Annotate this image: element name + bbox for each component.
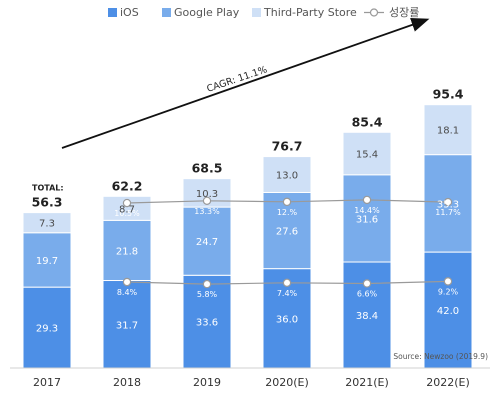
total-label-2019: 68.5: [192, 161, 223, 176]
growth-label-ios-2019: 5.8%: [197, 290, 218, 299]
growth-marker-ios-2022-e: [443, 277, 453, 286]
bars-group: [22, 104, 473, 369]
x-tick-2020-e: 2020(E): [265, 376, 309, 389]
bar-google-play-2018: [102, 219, 152, 282]
total-label-2020-e: 76.7: [272, 139, 303, 154]
growth-marker-ios-2020-e: [282, 278, 292, 288]
total-tag: TOTAL:: [32, 184, 64, 193]
value-label-google-play-2021-e: 31.6: [356, 214, 378, 225]
value-label-ios-2020-e: 36.0: [276, 314, 298, 325]
bar-third-party-store-2021-e: [342, 131, 392, 176]
growth-marker-google-play-2021-e: [362, 195, 372, 205]
cagr-arrow: [61, 17, 430, 149]
total-label-2021-e: 85.4: [352, 114, 383, 129]
value-label-ios-2022-e: 42.0: [437, 306, 459, 317]
value-label-google-play-2022-e: 35.3: [437, 199, 459, 210]
legend-growth-marker: [369, 8, 379, 17]
x-tick-2021-e: 2021(E): [345, 376, 389, 389]
growth-label-google-play-2019: 13.3%: [194, 207, 220, 216]
source-note: Source: Newzoo (2019.9): [393, 352, 488, 361]
growth-label-google-play-2022-e: 11.7%: [435, 208, 461, 217]
labels-group: 29.3 19.7 7.3 56.3 TOTAL: 2017 31.7 21.8 8.7 62.2…: [32, 87, 470, 389]
bar-third-party-store-2022-e: [423, 104, 473, 156]
total-label-2018: 62.2: [112, 178, 143, 193]
legend-swatch-google-play: [162, 8, 171, 17]
bar-third-party-store-2020-e: [262, 156, 312, 193]
value-label-google-play-2018: 21.8: [116, 246, 138, 257]
bar-ios-2017: [22, 286, 72, 369]
growth-label-ios-2020-e: 7.4%: [277, 289, 298, 298]
legend-label-third-party-store: Third-Party Store: [263, 6, 357, 19]
growth-marker-ios-2019: [202, 279, 212, 289]
x-tick-2022-e: 2022(E): [426, 376, 470, 389]
value-label-third-party-store-2017: 7.3: [39, 219, 55, 230]
total-label-2022-e: 95.4: [433, 87, 464, 102]
legend-label-ios: iOS: [120, 6, 139, 19]
bar-ios-2018: [102, 280, 152, 369]
value-label-third-party-store-2018: 8.7: [119, 204, 135, 215]
total-label-2017: 56.3: [32, 195, 63, 210]
x-tick-2017: 2017: [33, 376, 61, 389]
x-tick-2019: 2019: [193, 376, 221, 389]
value-label-google-play-2019: 24.7: [196, 237, 218, 248]
legend: iOS Google Play Third-Party Store 성장률: [108, 6, 419, 19]
growth-label-google-play-2018: 10.5%: [114, 209, 140, 218]
growth-marker-ios-2018: [122, 277, 132, 287]
bar-google-play-2017: [22, 232, 72, 288]
value-label-ios-2021-e: 38.4: [356, 311, 378, 322]
value-label-ios-2019: 33.6: [196, 318, 218, 329]
growth-label-ios-2018: 8.4%: [117, 288, 138, 297]
growth-marker-google-play-2022-e: [443, 197, 453, 207]
x-tick-2018: 2018: [113, 376, 141, 389]
bar-google-play-2021-e: [342, 174, 392, 263]
growth-lines-group: 10.5% 13.3% 12.% 14.4% 11.7% 8.4% 5.8% 7.4% 6.6%…: [114, 195, 461, 299]
growth-marker-ios-2021-e: [362, 279, 372, 288]
growth-label-google-play-2020-e: 12.%: [277, 208, 298, 217]
value-label-third-party-store-2019: 10.3: [196, 189, 218, 200]
value-label-third-party-store-2022-e: 18.1: [437, 126, 459, 137]
bar-third-party-store-2017: [22, 212, 72, 234]
legend-swatch-ios: [108, 8, 117, 17]
value-label-google-play-2020-e: 27.6: [276, 227, 298, 238]
value-label-ios-2017: 29.3: [36, 324, 58, 335]
value-label-third-party-store-2021-e: 15.4: [356, 150, 378, 161]
growth-label-ios-2021-e: 6.6%: [357, 289, 378, 298]
growth-marker-google-play-2020-e: [282, 197, 292, 207]
growth-marker-google-play-2019: [202, 196, 212, 206]
value-label-third-party-store-2020-e: 13.0: [276, 171, 298, 182]
legend-label-growth: 성장률: [389, 6, 419, 19]
growth-label-google-play-2021-e: 14.4%: [354, 206, 380, 215]
legend-swatch-third-party-store: [252, 8, 261, 17]
legend-label-google-play: Google Play: [174, 6, 240, 19]
value-label-google-play-2017: 19.7: [36, 256, 58, 267]
growth-label-ios-2022-e: 9.2%: [438, 287, 459, 296]
growth-marker-google-play-2018: [122, 198, 132, 208]
value-label-ios-2018: 31.7: [116, 320, 138, 331]
